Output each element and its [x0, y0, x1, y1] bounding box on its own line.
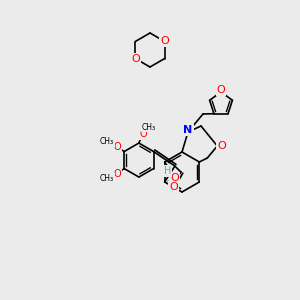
Text: O: O — [131, 53, 140, 64]
Text: CH₃: CH₃ — [100, 174, 114, 183]
Text: CH₃: CH₃ — [100, 137, 114, 146]
Text: CH₃: CH₃ — [142, 122, 156, 131]
Text: N: N — [183, 125, 193, 135]
Text: O: O — [113, 169, 121, 178]
Text: O: O — [217, 141, 226, 151]
Text: H: H — [164, 166, 172, 176]
Text: O: O — [139, 129, 147, 139]
Text: O: O — [160, 37, 169, 46]
Text: O: O — [217, 85, 225, 95]
Text: O: O — [113, 142, 121, 152]
Text: O: O — [170, 173, 179, 183]
Text: O: O — [169, 182, 178, 192]
